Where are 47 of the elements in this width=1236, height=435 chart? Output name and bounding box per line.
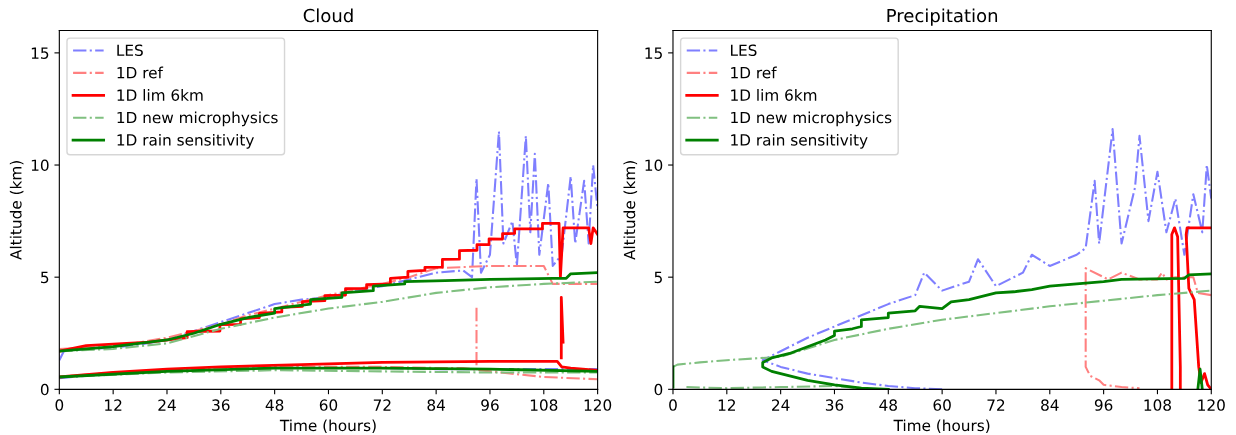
y-tick-label: 0 (40, 383, 49, 396)
x-tick-label: 0 (55, 399, 64, 411)
y-tick-label: 0 (654, 383, 663, 396)
x-tick-label: 12 (105, 399, 122, 411)
x-tick-label: 36 (825, 399, 844, 411)
line-series (1084, 267, 1212, 390)
x-tick-label: 48 (879, 399, 897, 411)
legend-label: 1D rain sensitivity (731, 133, 868, 149)
x-tick-label: 12 (718, 399, 735, 411)
x-tick-label: 72 (987, 399, 1005, 411)
y-axis-title: Altitude (km) (9, 161, 24, 260)
x-tick-label: 108 (1144, 399, 1171, 411)
y-tick-label: 15 (645, 47, 662, 59)
legend-label: 1D new microphysics (117, 111, 278, 127)
legend-label: LES (731, 44, 757, 57)
x-tick-label: 108 (530, 399, 558, 411)
y-tick-label: 10 (645, 159, 663, 172)
y-tick-label: 5 (654, 271, 662, 284)
x-tick-label: 120 (584, 399, 612, 411)
x-tick-label: 48 (265, 399, 284, 411)
x-axis-title: Time (hours) (893, 419, 990, 434)
y-tick-label: 15 (31, 47, 49, 59)
x-axis-title: Time (hours) (279, 419, 376, 434)
x-tick-label: 24 (772, 399, 790, 411)
x-tick-label: 0 (669, 399, 677, 411)
legend-label: 1D lim 6km (731, 89, 817, 101)
x-tick-label: 60 (933, 399, 951, 411)
chart-title: Cloud (303, 8, 353, 23)
legend-label: 1D rain sensitivity (117, 133, 254, 149)
y-axis-title: Altitude (km) (623, 161, 638, 260)
legend-label: 1D new microphysics (731, 111, 892, 127)
x-tick-label: 24 (158, 399, 176, 411)
legend-label: 1D lim 6km (117, 89, 203, 101)
x-tick-label: 60 (319, 399, 338, 411)
x-tick-label: 120 (1198, 399, 1225, 411)
x-tick-label: 36 (212, 399, 230, 411)
legend-label: 1D ref (117, 66, 164, 79)
y-tick-label: 10 (31, 159, 49, 172)
chart-title: Precipitation (887, 8, 998, 26)
x-tick-label: 96 (481, 399, 499, 411)
legend-label: LES (117, 44, 143, 57)
x-tick-label: 84 (427, 399, 445, 411)
x-tick-label: 84 (1041, 399, 1059, 411)
x-tick-label: 72 (373, 399, 391, 411)
y-tick-label: 5 (41, 271, 49, 284)
legend-label: 1D ref (731, 66, 777, 79)
x-tick-label: 96 (1094, 399, 1113, 411)
